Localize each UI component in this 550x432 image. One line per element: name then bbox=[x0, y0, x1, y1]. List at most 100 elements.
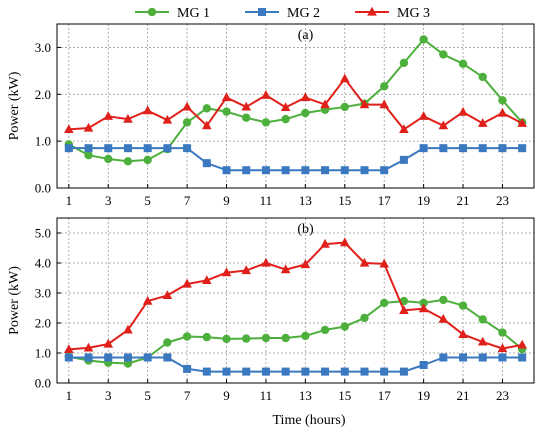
data-point bbox=[261, 118, 271, 127]
x-tick-label: 11 bbox=[260, 193, 273, 208]
data-point bbox=[379, 298, 389, 308]
x-axis-label: Time (hours) bbox=[273, 413, 346, 428]
data-point bbox=[458, 329, 468, 338]
data-point bbox=[497, 107, 508, 117]
y-tick-label: 3.0 bbox=[35, 286, 51, 301]
data-point bbox=[301, 331, 310, 341]
y-tick-label: 2.0 bbox=[35, 87, 51, 102]
data-point bbox=[458, 59, 468, 69]
data-point bbox=[123, 113, 133, 123]
legend-marker bbox=[367, 6, 377, 16]
data-point bbox=[418, 303, 429, 313]
data-point bbox=[439, 295, 448, 305]
data-point bbox=[83, 122, 94, 132]
data-point bbox=[123, 353, 132, 362]
ticks: 1 3 5 7 9 11 13 15 17 19 21 230.01.02.03.0 bbox=[35, 40, 509, 208]
data-point bbox=[301, 166, 310, 175]
legend-marker bbox=[258, 8, 266, 16]
legend-label: MG 3 bbox=[397, 6, 430, 21]
data-point bbox=[182, 278, 192, 288]
data-point bbox=[182, 101, 192, 111]
data-point bbox=[261, 367, 270, 376]
x-tick-label: 5 bbox=[144, 388, 151, 403]
data-point bbox=[419, 144, 428, 153]
data-point bbox=[320, 99, 330, 109]
data-point bbox=[182, 118, 192, 127]
data-point bbox=[399, 155, 408, 164]
legend-label: MG 1 bbox=[177, 6, 210, 21]
data-point bbox=[183, 144, 192, 153]
x-tick-label: 19 bbox=[417, 388, 430, 403]
data-point bbox=[379, 258, 389, 268]
data-point bbox=[241, 101, 252, 111]
panel-label: (a) bbox=[298, 28, 314, 43]
data-point bbox=[459, 144, 468, 153]
x-tick-label: 21 bbox=[457, 193, 470, 208]
x-tick-label: 3 bbox=[105, 193, 112, 208]
panel-b: 1 3 5 7 9 11 13 15 17 19 21 230.01.02.03.04.05.0Pow… bbox=[7, 217, 535, 404]
data-point bbox=[379, 99, 389, 109]
data-point bbox=[518, 353, 527, 362]
data-point bbox=[321, 166, 330, 175]
data-point bbox=[517, 339, 527, 349]
data-point bbox=[222, 367, 231, 376]
x-tick-label: 17 bbox=[378, 388, 392, 403]
data-point bbox=[64, 353, 73, 362]
data-point bbox=[281, 166, 290, 175]
y-tick-label: 5.0 bbox=[35, 226, 51, 241]
x-tick-label: 7 bbox=[184, 193, 191, 208]
data-point bbox=[280, 102, 291, 112]
data-point bbox=[339, 237, 350, 247]
data-point bbox=[320, 238, 330, 248]
x-tick-label: 21 bbox=[457, 388, 470, 403]
ticks: 1 3 5 7 9 11 13 15 17 19 21 230.01.02.03.04.05.0 bbox=[35, 226, 509, 404]
data-point bbox=[83, 342, 94, 352]
data-point bbox=[202, 104, 212, 113]
data-point bbox=[202, 120, 212, 130]
data-point bbox=[281, 333, 290, 343]
data-point bbox=[477, 336, 488, 346]
y-tick-label: 1.0 bbox=[35, 134, 51, 149]
x-tick-label: 17 bbox=[378, 193, 392, 208]
data-point bbox=[359, 257, 370, 267]
data-point bbox=[183, 364, 192, 373]
series-mg-3 bbox=[64, 237, 527, 353]
data-point bbox=[143, 155, 152, 165]
x-tick-label: 3 bbox=[105, 388, 112, 403]
data-point bbox=[103, 338, 114, 348]
data-point bbox=[123, 324, 133, 334]
data-point bbox=[498, 144, 507, 153]
data-point bbox=[340, 166, 349, 175]
data-point bbox=[478, 315, 487, 324]
series-mg-1 bbox=[64, 35, 527, 166]
series-mg-2 bbox=[64, 144, 527, 175]
x-tick-label: 23 bbox=[496, 388, 509, 403]
data-point bbox=[419, 298, 428, 308]
data-point bbox=[321, 367, 330, 376]
series-line bbox=[68, 147, 523, 172]
data-point bbox=[64, 124, 74, 134]
x-tick-label: 1 bbox=[66, 193, 73, 208]
series-line bbox=[68, 38, 523, 163]
data-point bbox=[380, 367, 389, 376]
series-line bbox=[68, 356, 523, 373]
data-point bbox=[419, 35, 428, 44]
data-point bbox=[340, 322, 349, 331]
data-point bbox=[498, 353, 507, 362]
plot-frame bbox=[56, 217, 535, 384]
data-point bbox=[123, 144, 132, 153]
data-point bbox=[419, 361, 428, 369]
data-point bbox=[477, 118, 488, 127]
legend-label: MG 2 bbox=[287, 6, 320, 21]
panel-label: (b) bbox=[297, 222, 314, 237]
data-point bbox=[143, 144, 152, 153]
series-line bbox=[68, 77, 523, 131]
x-tick-label: 1 bbox=[66, 388, 73, 403]
data-point bbox=[379, 82, 389, 91]
x-tick-label: 15 bbox=[338, 388, 351, 403]
data-point bbox=[399, 124, 409, 134]
data-point bbox=[439, 353, 448, 362]
data-point bbox=[478, 72, 487, 82]
data-point bbox=[84, 151, 93, 160]
